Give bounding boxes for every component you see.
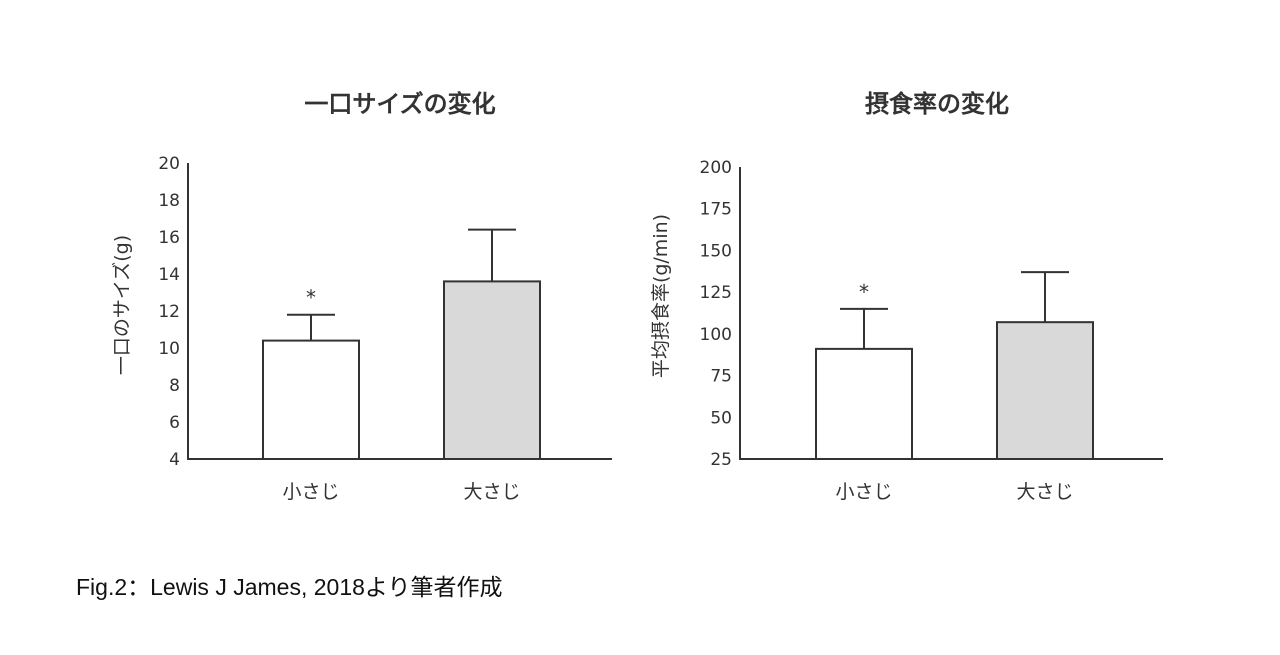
chart-1-y-tick-label-8: 18 (158, 191, 180, 211)
chart-2-category-label-1: 小さじ (835, 481, 892, 503)
chart-2-bar-1 (815, 347, 913, 461)
chart-1-y-tick-label-7: 16 (158, 228, 180, 248)
chart-1-y-tick-label-9: 20 (158, 154, 180, 174)
chart-2-category-label-2: 大さじ (1016, 481, 1073, 503)
chart-2-significance-mark-1: * (859, 280, 869, 304)
chart-2-y-tick-label-2: 50 (710, 408, 732, 428)
chart-1-bar-1 (262, 339, 360, 461)
chart-2-title: 摂食率の変化 (865, 90, 1009, 118)
chart-1-y-tick-label-2: 6 (169, 413, 180, 433)
chart-2-y-tick-label-6: 150 (700, 241, 732, 261)
chart-1-significance-mark-1: * (306, 286, 316, 310)
chart-2-y-tick-label-3: 75 (710, 367, 732, 387)
chart-2-y-tick-label-5: 125 (700, 283, 732, 303)
chart-1-y-tick-label-6: 14 (158, 265, 180, 285)
chart-2-y-tick-label-1: 25 (710, 450, 732, 470)
chart-1-bar-2 (443, 280, 541, 460)
chart-1-y-axis-label: 一口のサイズ(g) (111, 235, 133, 375)
chart-1-y-tick-label-3: 8 (169, 376, 180, 396)
chart-2-y-tick-label-4: 100 (700, 325, 732, 345)
chart-2-y-axis-label: 平均摂食率(g/min) (650, 214, 672, 378)
figure-caption: Fig.2：Lewis J James, 2018より筆者作成 (76, 574, 503, 600)
chart-1-title: 一口サイズの変化 (304, 90, 495, 118)
chart-2-y-tick-label-7: 175 (700, 200, 732, 220)
chart-1-category-label-1: 小さじ (282, 481, 339, 503)
chart-1-category-label-2: 大さじ (463, 481, 520, 503)
chart-1-y-tick-label-5: 12 (158, 302, 180, 322)
chart-2-bar-2 (996, 321, 1094, 461)
chart-1-y-tick-label-1: 4 (169, 450, 180, 470)
chart-2-y-tick-label-8: 200 (700, 158, 732, 178)
chart-1-y-tick-label-4: 10 (158, 339, 180, 359)
